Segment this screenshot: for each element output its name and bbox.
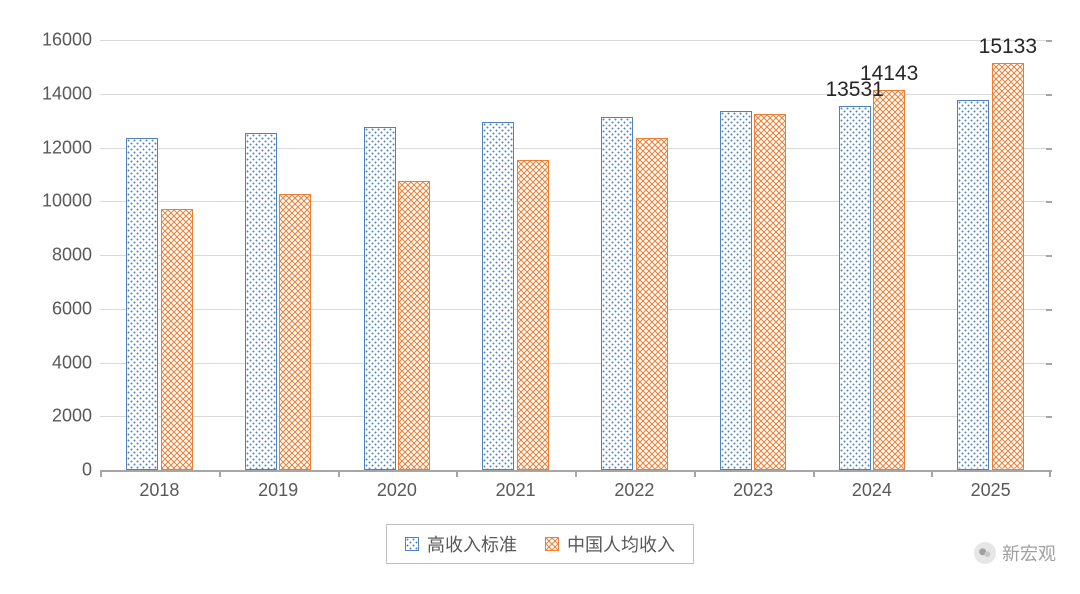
grid-line <box>100 309 1050 310</box>
data-label: 14143 <box>860 62 918 86</box>
legend-item: 中国人均收入 <box>545 531 675 557</box>
bar <box>161 209 193 470</box>
data-label: 15133 <box>979 35 1037 59</box>
x-tick-label: 2022 <box>614 470 654 501</box>
y-tick-mark <box>1046 363 1052 365</box>
x-tick-mark <box>1049 471 1051 477</box>
y-tick-label: 16000 <box>42 30 100 51</box>
bar <box>517 160 549 470</box>
y-tick-label: 2000 <box>52 406 100 427</box>
x-tick-label: 2024 <box>852 470 892 501</box>
bar <box>364 127 396 470</box>
grid-line <box>100 40 1050 41</box>
bar <box>992 63 1024 470</box>
grid-line <box>100 201 1050 202</box>
watermark: 新宏观 <box>974 540 1056 566</box>
y-tick-mark <box>1046 255 1052 257</box>
bar <box>873 90 905 470</box>
bar <box>245 133 277 470</box>
y-tick-label: 0 <box>82 460 100 481</box>
bar <box>601 117 633 470</box>
y-tick-mark <box>1046 309 1052 311</box>
legend-swatch <box>405 537 419 551</box>
legend-item: 高收入标准 <box>405 531 517 557</box>
bar <box>398 181 430 470</box>
y-tick-mark <box>1046 416 1052 418</box>
grid-line <box>100 416 1050 417</box>
bar <box>279 194 311 470</box>
wechat-icon-svg <box>978 546 992 560</box>
y-tick-mark <box>1046 148 1052 150</box>
watermark-text: 新宏观 <box>1002 540 1056 566</box>
grid-line <box>100 363 1050 364</box>
y-tick-mark <box>1046 40 1052 42</box>
bar <box>126 138 158 470</box>
bar <box>754 114 786 470</box>
x-tick-mark <box>813 471 815 477</box>
x-tick-mark <box>456 471 458 477</box>
y-tick-label: 14000 <box>42 83 100 104</box>
grid-line <box>100 148 1050 149</box>
bar <box>720 111 752 470</box>
x-tick-label: 2021 <box>496 470 536 501</box>
grid-line <box>100 94 1050 95</box>
legend-swatch <box>545 537 559 551</box>
x-tick-label: 2023 <box>733 470 773 501</box>
y-tick-label: 10000 <box>42 191 100 212</box>
plot-area: 0200040006000800010000120001400016000201… <box>100 40 1050 472</box>
legend: 高收入标准 中国人均收入 <box>386 524 694 564</box>
chart-container: 0 2000 4000 6000 8000 10000 12000 14000 16000 201… <box>0 0 1080 594</box>
legend-label: 中国人均收入 <box>567 531 675 557</box>
x-tick-mark <box>219 471 221 477</box>
bar <box>957 100 989 470</box>
grid-line <box>100 255 1050 256</box>
legend-label: 高收入标准 <box>427 531 517 557</box>
bar <box>482 122 514 470</box>
x-tick-label: 2018 <box>139 470 179 501</box>
y-tick-mark <box>1046 201 1052 203</box>
bar <box>839 106 871 470</box>
y-tick-label: 6000 <box>52 298 100 319</box>
bar <box>636 138 668 470</box>
x-tick-mark <box>100 471 102 477</box>
y-tick-label: 12000 <box>42 137 100 158</box>
x-tick-mark <box>575 471 577 477</box>
x-tick-mark <box>338 471 340 477</box>
x-tick-label: 2019 <box>258 470 298 501</box>
x-tick-label: 2020 <box>377 470 417 501</box>
x-tick-label: 2025 <box>971 470 1011 501</box>
y-tick-mark <box>1046 94 1052 96</box>
y-tick-label: 4000 <box>52 352 100 373</box>
wechat-icon <box>974 542 996 564</box>
y-tick-label: 8000 <box>52 245 100 266</box>
x-tick-mark <box>931 471 933 477</box>
x-tick-mark <box>694 471 696 477</box>
